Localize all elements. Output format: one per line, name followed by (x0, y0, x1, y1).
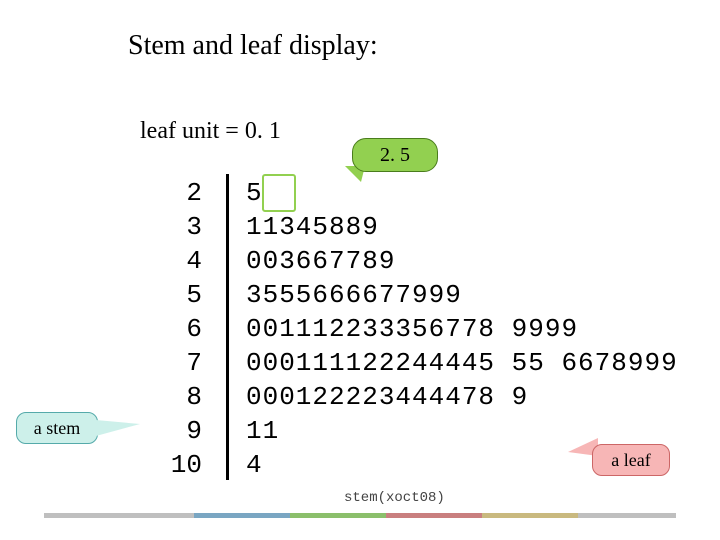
plot-row: 911 (150, 414, 678, 448)
footer-bar-segment (194, 513, 290, 518)
plot-row: 311345889 (150, 210, 678, 244)
stem-value: 4 (150, 244, 202, 278)
footer-bar-segment (482, 513, 578, 518)
leaves-value: 001112233356778 9999 (202, 312, 578, 346)
leaf-callout: a leaf (592, 444, 670, 476)
leaves-value: 11345889 (202, 210, 379, 244)
leaves-value: 5 (202, 176, 263, 210)
leaves-value: 000122223444478 9 (202, 380, 528, 414)
plot-row: 53555666677999 (150, 278, 678, 312)
footer-bar-segment (578, 513, 676, 518)
leaves-value: 11 (202, 414, 279, 448)
stem-callout: a stem (16, 412, 98, 444)
plot-row: 7000111122244445 55 6678999 (150, 346, 678, 380)
plot-row: 6001112233356778 9999 (150, 312, 678, 346)
stem-value: 3 (150, 210, 202, 244)
page-title: Stem and leaf display: (128, 30, 378, 62)
highlight-callout: 2. 5 (352, 138, 438, 172)
leaves-value: 003667789 (202, 244, 395, 278)
leaf-unit-text: leaf unit = 0. 1 (140, 118, 281, 145)
footer-bar-segment (290, 513, 386, 518)
plot-row: 4003667789 (150, 244, 678, 278)
stem-value: 6 (150, 312, 202, 346)
stem-value: 5 (150, 278, 202, 312)
leaves-value: 000111122244445 55 6678999 (202, 346, 678, 380)
command-text: stem(xoct08) (344, 490, 445, 506)
footer-bar-segment (386, 513, 482, 518)
footer-bar-segment (44, 513, 194, 518)
stem-value: 7 (150, 346, 202, 380)
stem-leaf-plot: 25 311345889 4003667789 53555666677999 6… (150, 176, 678, 482)
plot-row: 8000122223444478 9 (150, 380, 678, 414)
stem-callout-tail (96, 420, 140, 436)
plot-row: 25 (150, 176, 678, 210)
footer-divider-bars (44, 513, 676, 518)
leaves-value: 3555666677999 (202, 278, 462, 312)
stem-value: 10 (150, 448, 202, 482)
stem-value: 8 (150, 380, 202, 414)
stem-value: 2 (150, 176, 202, 210)
stem-value: 9 (150, 414, 202, 448)
leaves-value: 4 (202, 448, 263, 482)
